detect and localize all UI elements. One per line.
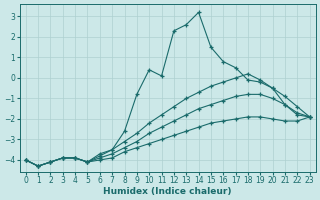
X-axis label: Humidex (Indice chaleur): Humidex (Indice chaleur): [103, 187, 232, 196]
